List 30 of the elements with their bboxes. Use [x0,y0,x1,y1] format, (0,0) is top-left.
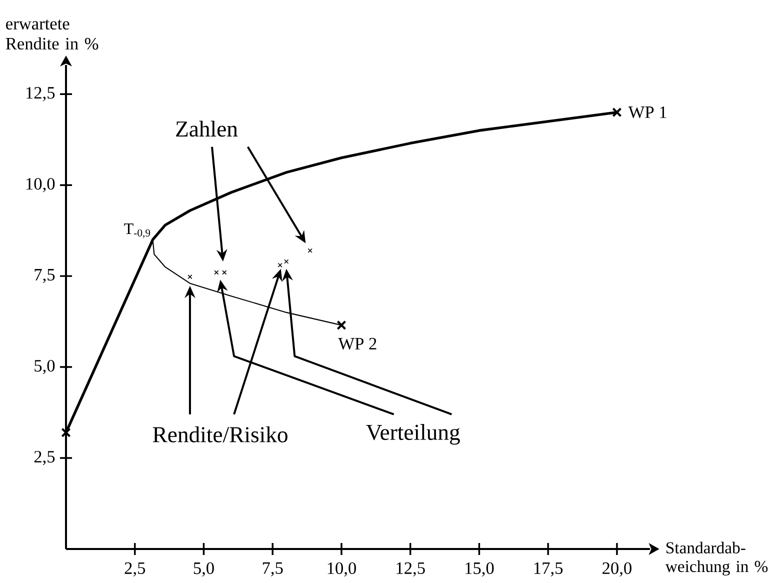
x-tick-label: 7,5 [262,562,283,576]
y-axis-title: erwartete Rendite in % [6,20,98,50]
point [284,259,289,264]
annotation: Rendite/Risiko [152,426,288,442]
x-tick-label: 5,0 [194,562,214,577]
point [61,428,71,438]
point [308,248,312,253]
y-tick-label: 2,5 [34,450,55,466]
annotation: Zahlen [176,120,238,137]
point [188,274,192,280]
point [612,107,622,118]
annotation: Verteilung [366,424,460,445]
x-tick-label: 12,5 [396,562,425,577]
x-tick-label: 15,0 [466,562,494,577]
x-tick-label: 2,5 [124,562,146,577]
y-tick-label: 7,5 [34,269,55,284]
annotation: WP 2 [338,338,376,350]
x-axis-title: Standardab-weichung in % [665,542,768,576]
annotation: T$_{-0,9}$ [124,224,150,238]
annotation: WP 1 [628,106,666,118]
x-tick-label: 17,5 [534,562,563,576]
y-tick-label: 5,0 [34,360,55,374]
y-tick-label: 12,5 [26,87,55,102]
x-tick-label: 20,0 [602,562,632,577]
point [222,270,227,275]
point [214,270,219,275]
x-tick-label: 10,0 [328,562,356,577]
point [278,262,282,268]
point [336,320,346,330]
y-tick-label: 10,0 [26,178,55,192]
